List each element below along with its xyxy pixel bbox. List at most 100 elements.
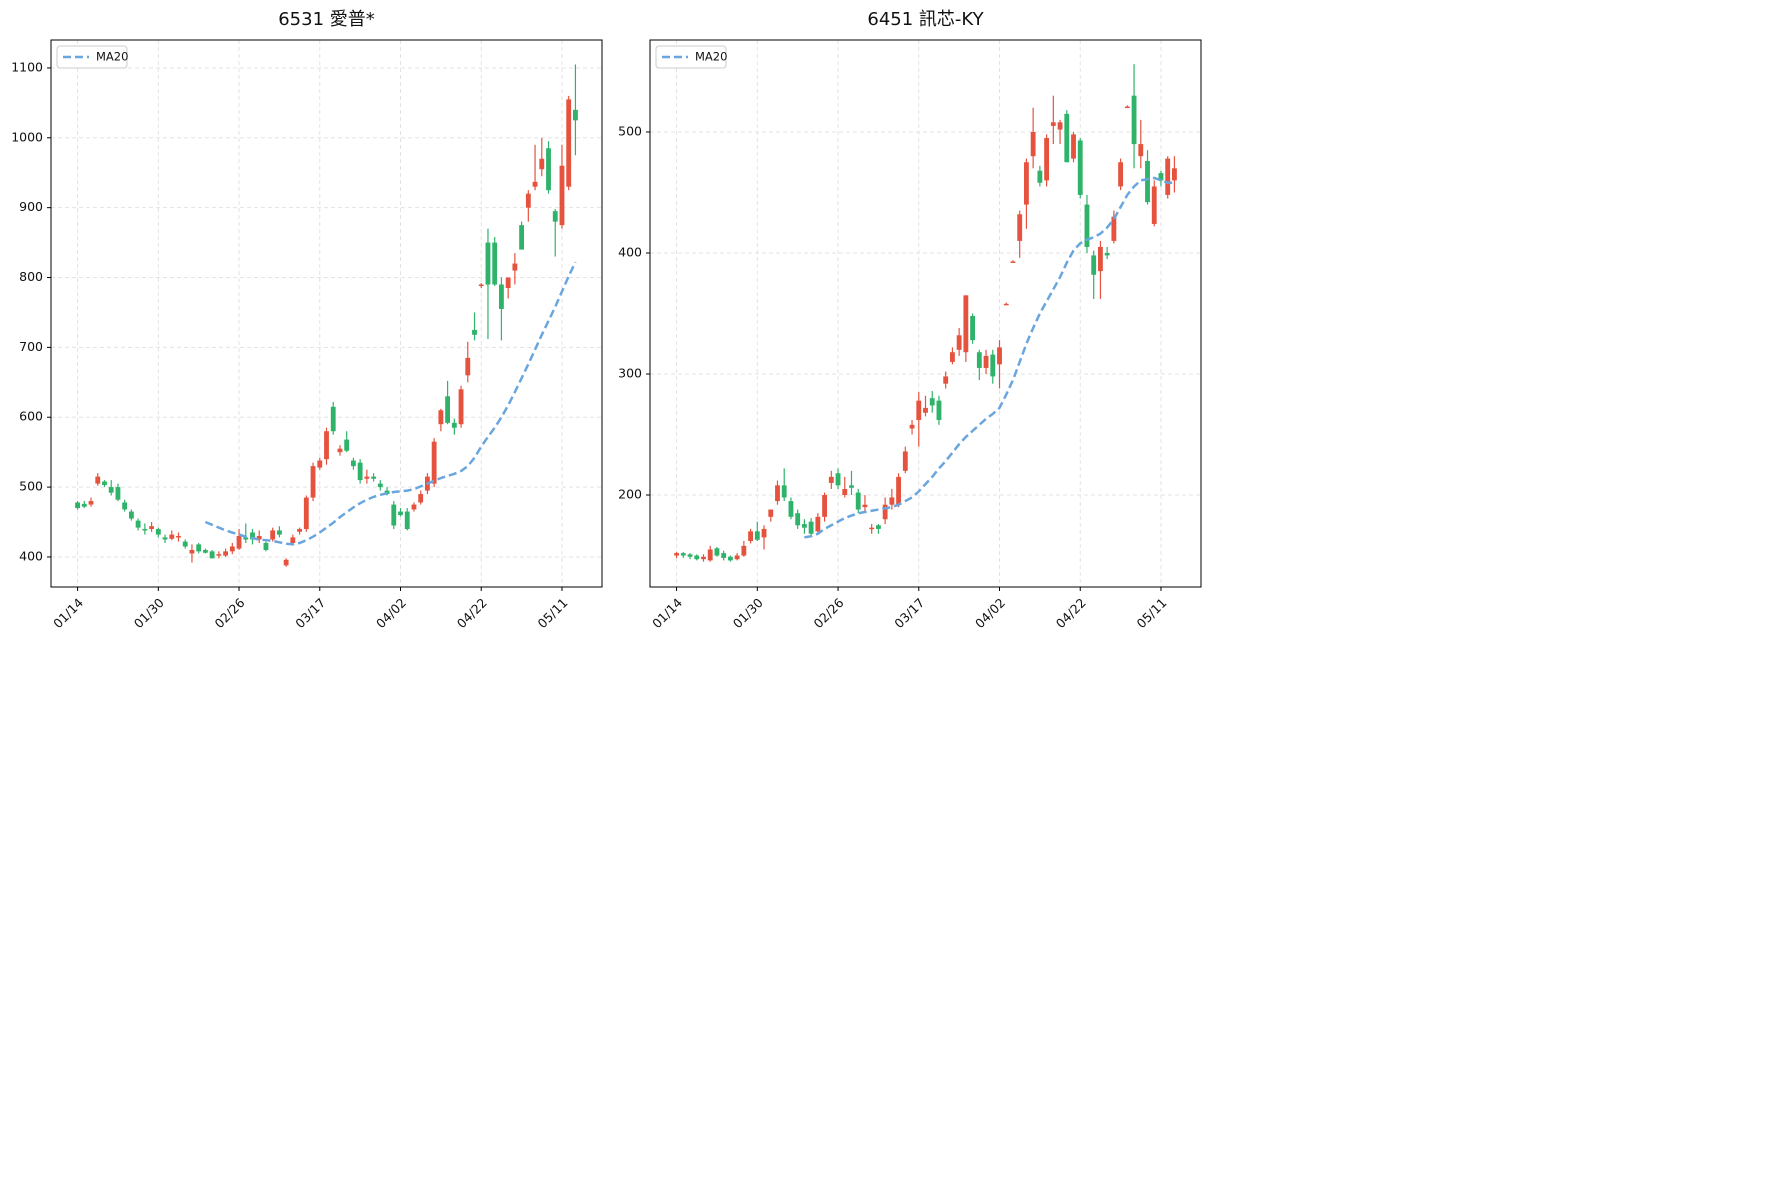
candle-body [889,497,895,505]
candle-body [1091,255,1097,275]
candle-body [1023,162,1029,205]
candle-body [1071,134,1076,159]
candle-body [458,389,464,425]
candle-body [1057,122,1063,130]
ma-line [804,176,1175,539]
candle-body [875,525,881,529]
candle-body [88,501,94,505]
candle-body [451,422,457,428]
candle-body [263,542,269,550]
chart-title: 6451 訊芯-KY [867,9,984,30]
candle-body [714,548,720,556]
candle-body [532,181,538,187]
candle-body [229,546,235,552]
candle-body [1064,113,1070,163]
candle-body [916,400,922,420]
candle-body [1138,144,1144,157]
candle-body [135,520,141,528]
x-tick-label: 03/17 [292,595,328,631]
x-tick-label: 01/30 [730,595,766,631]
x-tick-label: 04/22 [454,595,490,631]
candle-body [350,460,356,467]
candle-body [256,536,262,540]
candle-body [337,448,343,453]
candle-body [855,492,861,510]
candle-body [1104,252,1110,256]
candle-body [680,553,686,556]
candle-body [525,193,531,208]
candle-body [465,357,471,376]
candle-body [512,263,518,271]
y-tick-label: 1100 [11,59,43,74]
x-tick-label: 01/14 [50,595,86,631]
candle-body [801,524,807,528]
candle-body [398,511,403,516]
candle-body [317,460,323,468]
x-tick-label: 05/11 [1133,595,1169,631]
candle-body [411,504,417,510]
candle-body [828,476,834,483]
x-tick-label: 01/30 [131,595,167,631]
y-tick-label: 500 [19,479,43,494]
candle-body [775,485,780,502]
y-tick-label: 300 [618,366,642,381]
x-tick-label: 03/17 [891,595,927,631]
candle-body [1151,186,1157,224]
candle-body [149,526,155,530]
candle-body [505,277,511,289]
candle-body [189,549,195,554]
y-tick-label: 1000 [11,129,43,144]
candle-body [539,158,545,170]
candle-body [761,528,767,538]
candle-body [162,537,168,540]
candle-body [1145,161,1150,203]
candle-body [176,536,181,538]
candle-body [835,473,841,486]
candle-body [990,354,996,377]
x-tick-label: 04/02 [972,595,1008,631]
candle-body [687,554,693,557]
candle-body [478,284,484,287]
legend-box [655,45,727,69]
candle-body [936,400,942,420]
candle-body [236,536,242,549]
y-tick-label: 700 [19,339,43,354]
candle-body [1165,158,1171,195]
candle-body [472,329,477,335]
candle-body [1003,303,1009,306]
candle-body [694,555,700,560]
candle-body [122,502,128,510]
candle-body [1172,168,1177,181]
candle-body [842,488,848,496]
candle-body [949,352,955,362]
candle-body [1010,261,1016,263]
candle-body [983,355,989,368]
candle-body [976,352,982,368]
candle-body [929,398,935,406]
candle-body [418,494,424,503]
candle-body [1097,246,1103,272]
candle-body [869,527,875,530]
candle-body [344,439,350,451]
x-tick-label: 02/26 [811,595,847,631]
candle-body [364,476,370,479]
candle-body [882,504,888,520]
candle-body [290,537,296,543]
candle-body [404,511,410,530]
x-tick-label: 02/26 [212,595,248,631]
candle-body [1158,173,1164,181]
candle-body [559,165,565,226]
candle-body [492,242,498,285]
candle-body [270,530,276,540]
candle-body [566,99,572,187]
candle-body [128,511,134,519]
candle-body [209,551,215,559]
candle-body [297,529,303,532]
candle-body [707,549,713,561]
candle-body [75,502,80,509]
candle-body [1124,106,1130,109]
candle-body [552,211,558,222]
candle-body [202,549,208,553]
y-tick-label: 900 [19,199,43,214]
